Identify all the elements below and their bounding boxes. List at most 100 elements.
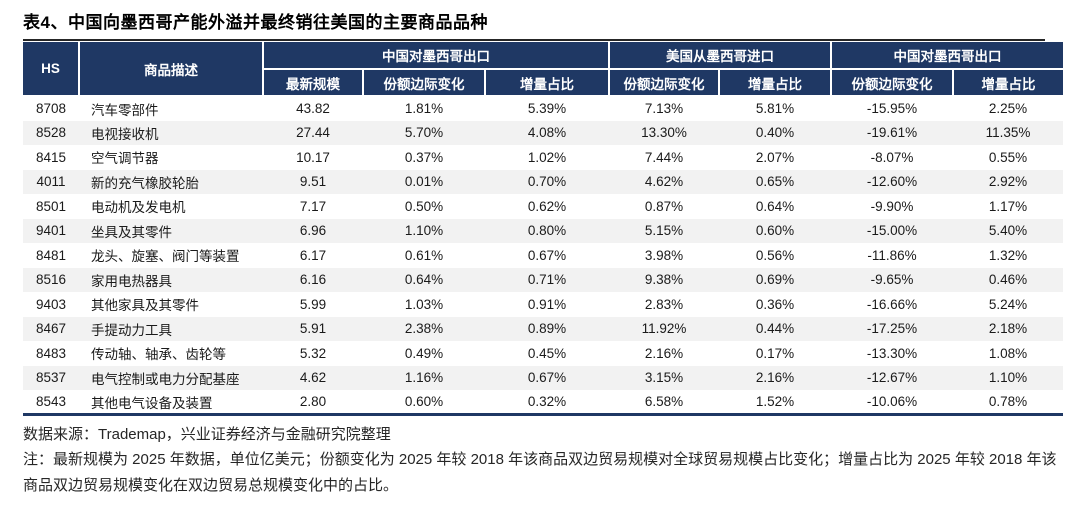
subheader-latest-scale: 最新规模 — [263, 68, 364, 97]
value-cell: 0.64% — [755, 198, 795, 214]
product-desc-cell: 其他电气设备及装置 — [79, 390, 263, 416]
value-cell: -13.30% — [866, 345, 918, 361]
header-product-desc: 商品描述 — [78, 42, 264, 97]
title-divider — [23, 39, 1045, 41]
hs-code-cell: 8528 — [35, 125, 67, 141]
value-cell: 7.17 — [299, 198, 327, 214]
value-cell: 5.39% — [527, 101, 567, 117]
value-cell: 9.38% — [644, 272, 684, 288]
subheader-increment-share-1: 增量占比 — [484, 68, 610, 97]
value-cell: 6.96 — [299, 223, 327, 239]
data-source-line: 数据来源：Trademap，兴业证券经济与金融研究院整理 — [23, 426, 391, 443]
product-desc-cell: 空气调节器 — [91, 151, 159, 167]
header-group-us-imports-from-mexico: 美国从墨西哥进口 — [608, 42, 832, 70]
header-group-china-to-mexico-exports: 中国对墨西哥出口 — [262, 42, 610, 70]
value-cell: 0.62% — [527, 198, 567, 214]
value-cell: 2.16% — [644, 345, 684, 361]
hs-code-cell: 8467 — [35, 321, 67, 337]
product-desc-cell: 电气控制或电力分配基座 — [91, 371, 240, 387]
value-cell: 0.69% — [755, 272, 795, 288]
table-row: 8415 空气调节器 10.17 0.37% 1.02% 7.44% 2.07% -8.07%… — [23, 145, 1063, 170]
value-cell: 5.24% — [988, 296, 1028, 312]
value-cell: 2.07% — [755, 149, 795, 165]
table-row: 8708 汽车零部件 43.82 1.81% 5.39% 7.13% 5.81% -15.95… — [23, 96, 1063, 121]
value-cell: -16.66% — [866, 296, 918, 312]
product-desc-cell: 传动轴、轴承、齿轮等 — [91, 347, 226, 363]
value-cell: 43.82 — [296, 101, 330, 117]
hs-code-cell: 8501 — [35, 198, 67, 214]
table-row: 8481 龙头、旋塞、阀门等装置 6.17 0.61% 0.67% 3.98% 0.56% -… — [23, 243, 1063, 268]
table-row: 8501 电动机及发电机 7.17 0.50% 0.62% 0.87% 0.64% -9.90… — [23, 194, 1063, 219]
value-cell: -9.90% — [870, 198, 914, 214]
product-desc-cell: 家用电热器具 — [91, 273, 172, 289]
product-desc-cell: 汽车零部件 — [91, 102, 159, 118]
note-line: 注：最新规模为 2025 年数据，单位亿美元；份额变化为 2025 年较 201… — [23, 451, 1057, 495]
value-cell: 0.37% — [404, 149, 444, 165]
subheader-share-marginal-change-3: 份额边际变化 — [830, 68, 954, 97]
value-cell: 0.17% — [755, 345, 795, 361]
value-cell: 1.10% — [988, 370, 1028, 386]
value-cell: -15.95% — [866, 101, 918, 117]
hs-code-cell: 9403 — [35, 296, 67, 312]
value-cell: 3.98% — [644, 247, 684, 263]
trade-data-table: HS 商品描述 中国对墨西哥出口 美国从墨西哥进口 中国对墨西哥出口 最新规模 … — [23, 42, 1063, 416]
product-desc-cell: 坐具及其零件 — [91, 224, 172, 240]
table-header: HS 商品描述 中国对墨西哥出口 美国从墨西哥进口 中国对墨西哥出口 最新规模 … — [23, 42, 1063, 97]
table-footer: 数据来源：Trademap，兴业证券经济与金融研究院整理 注：最新规模为 202… — [23, 416, 1068, 500]
value-cell: 0.01% — [404, 174, 444, 190]
value-cell: 0.46% — [988, 272, 1028, 288]
subheader-increment-share-3: 增量占比 — [952, 68, 1063, 97]
value-cell: 0.50% — [404, 198, 444, 214]
table-row: 8467 手提动力工具 5.91 2.38% 0.89% 11.92% 0.44% -17.2… — [23, 316, 1063, 341]
value-cell: 5.40% — [988, 223, 1028, 239]
value-cell: 1.02% — [527, 149, 567, 165]
value-cell: 4.62 — [299, 370, 327, 386]
value-cell: 2.83% — [644, 296, 684, 312]
subheader-increment-share-2: 增量占比 — [718, 68, 832, 97]
value-cell: 2.18% — [988, 321, 1028, 337]
value-cell: 0.67% — [527, 370, 567, 386]
hs-code-cell: 8516 — [35, 272, 67, 288]
table-row: 8516 家用电热器具 6.16 0.64% 0.71% 9.38% 0.69% -9.65%… — [23, 267, 1063, 292]
value-cell: 3.15% — [644, 370, 684, 386]
subheader-share-marginal-change-1: 份额边际变化 — [362, 68, 486, 97]
header-group-china-to-mexico-exports-2: 中国对墨西哥出口 — [830, 42, 1063, 70]
value-cell: 1.16% — [404, 370, 444, 386]
value-cell: 0.55% — [988, 149, 1028, 165]
value-cell: 2.25% — [988, 101, 1028, 117]
value-cell: 5.70% — [404, 125, 444, 141]
value-cell: 1.03% — [404, 296, 444, 312]
value-cell: 13.30% — [641, 125, 687, 141]
table-row: 8483 传动轴、轴承、齿轮等 5.32 0.49% 0.45% 2.16% 0.17% -1… — [23, 341, 1063, 366]
value-cell: -8.07% — [870, 149, 914, 165]
report-table-page: 表4、中国向墨西哥产能外溢并最终销往美国的主要商品品种 HS 商品描述 中国对墨… — [23, 13, 1063, 494]
product-desc-cell: 龙头、旋塞、阀门等装置 — [91, 249, 240, 265]
value-cell: 7.13% — [644, 101, 684, 117]
value-cell: 11.35% — [985, 125, 1031, 141]
value-cell: 0.80% — [527, 223, 567, 239]
value-cell: 4.62% — [644, 174, 684, 190]
value-cell: 0.61% — [404, 247, 444, 263]
table-row: 4011 新的充气橡胶轮胎 9.51 0.01% 0.70% 4.62% 0.65% -12.… — [23, 169, 1063, 194]
value-cell: 2.38% — [404, 321, 444, 337]
value-cell: 9.51 — [299, 174, 327, 190]
product-desc-cell: 电动机及发电机 — [91, 200, 186, 216]
hs-code-cell: 4011 — [36, 174, 66, 190]
value-cell: 1.17% — [988, 198, 1028, 214]
value-cell: 1.81% — [404, 101, 444, 117]
value-cell: 0.70% — [527, 174, 567, 190]
value-cell: -9.65% — [870, 272, 914, 288]
value-cell: -19.61% — [866, 125, 918, 141]
value-cell: 0.78% — [953, 390, 1063, 416]
value-cell: 2.80 — [263, 390, 363, 416]
page-title: 表4、中国向墨西哥产能外溢并最终销往美国的主要商品品种 — [23, 13, 488, 32]
product-desc-cell: 电视接收机 — [91, 126, 159, 142]
value-cell: -11.86% — [867, 247, 917, 263]
hs-code-cell: 8483 — [35, 345, 67, 361]
value-cell: 10.17 — [296, 149, 330, 165]
value-cell: 0.91% — [527, 296, 567, 312]
value-cell: 0.60% — [755, 223, 795, 239]
value-cell: 0.60% — [363, 390, 485, 416]
value-cell: 0.89% — [527, 321, 567, 337]
value-cell: 1.52% — [719, 390, 831, 416]
